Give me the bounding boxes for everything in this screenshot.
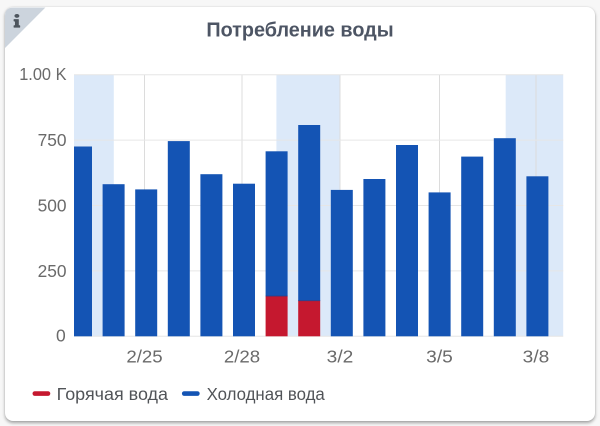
svg-text:2/28: 2/28 <box>224 347 260 367</box>
svg-text:Холодная вода: Холодная вода <box>207 384 326 404</box>
svg-text:0: 0 <box>56 326 66 346</box>
svg-text:3/2: 3/2 <box>327 347 354 367</box>
svg-text:3/5: 3/5 <box>426 347 453 367</box>
svg-text:750: 750 <box>38 130 67 150</box>
svg-text:1.00 K: 1.00 K <box>19 64 67 84</box>
svg-text:3/8: 3/8 <box>523 347 550 367</box>
svg-text:2/25: 2/25 <box>126 347 162 367</box>
svg-text:Горячая вода: Горячая вода <box>57 384 169 404</box>
svg-text:250: 250 <box>38 261 67 281</box>
svg-text:500: 500 <box>38 196 67 216</box>
svg-text:Потребление воды: Потребление воды <box>206 18 393 41</box>
